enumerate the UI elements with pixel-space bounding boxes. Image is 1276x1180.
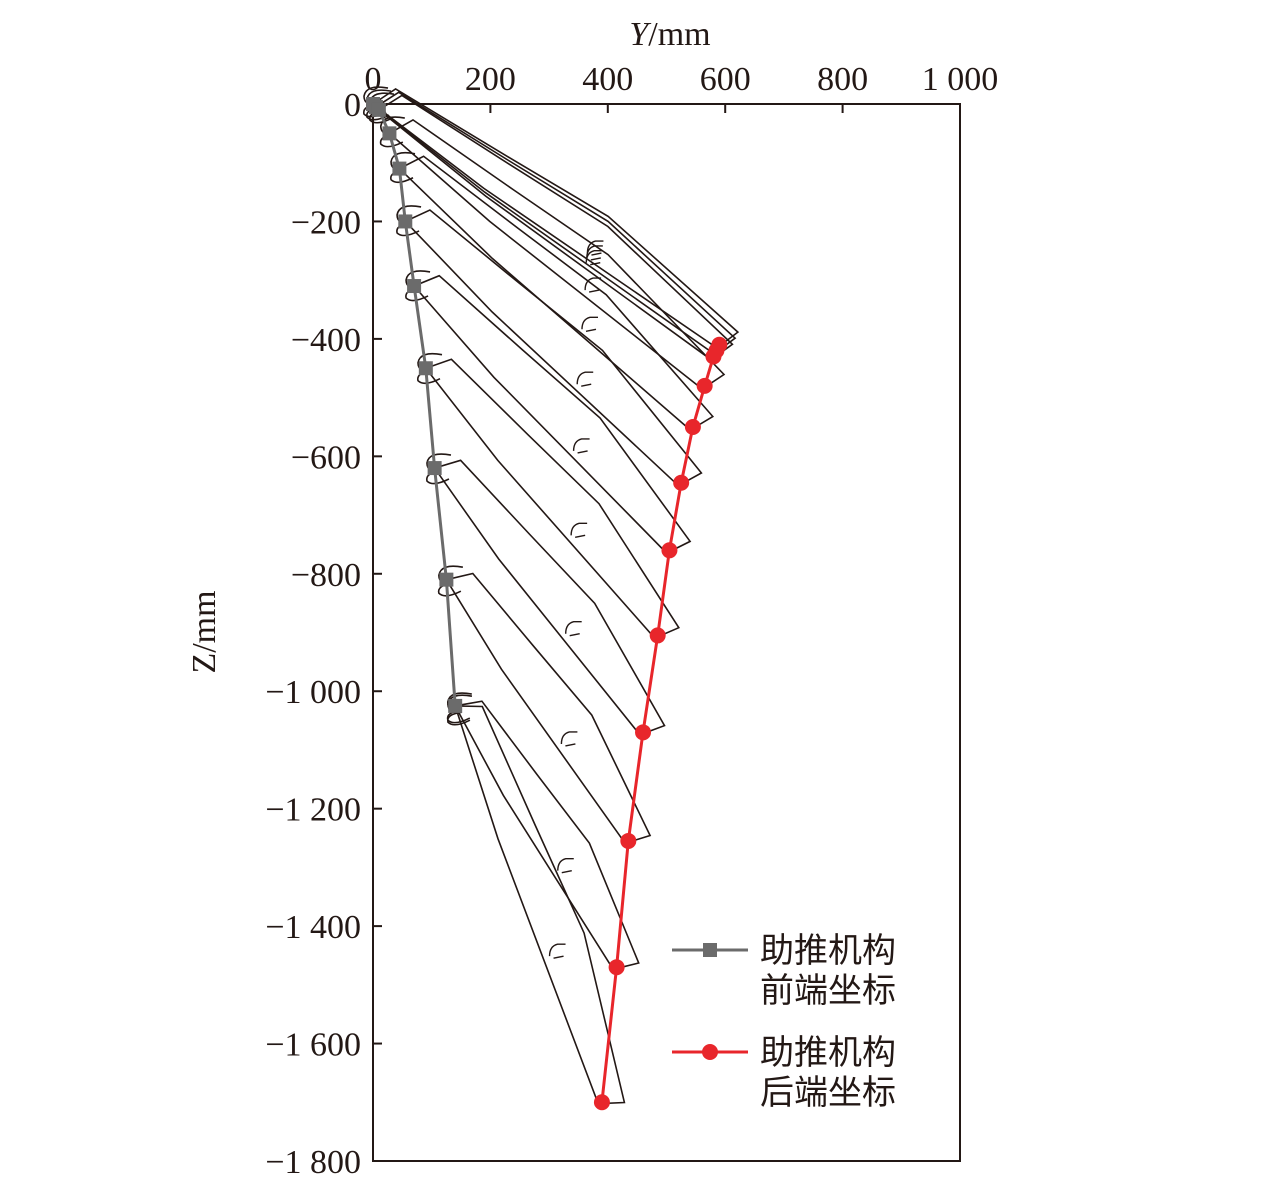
- mechanism-slot: [585, 250, 603, 266]
- legend-label-1: 后端坐标: [760, 1073, 896, 1113]
- y-axis-title: Z/mm: [186, 590, 223, 673]
- series-point-0: [448, 698, 463, 713]
- mechanism-drawing: [362, 86, 740, 1105]
- y-tick-label: −1 600: [265, 1027, 361, 1064]
- series-point-0: [398, 214, 413, 229]
- y-tick-label: −1 200: [265, 792, 361, 829]
- legend-marker-1: [702, 1044, 718, 1060]
- legend-marker-0: [703, 943, 717, 957]
- mechanism-segment: [445, 572, 652, 845]
- x-tick-label: 400: [582, 61, 633, 98]
- legend-label-0: 前端坐标: [760, 971, 896, 1011]
- mechanism-slot: [548, 943, 566, 959]
- y-tick-label: −400: [291, 322, 361, 359]
- series-layer: [366, 97, 728, 1111]
- mechanism-segment: [412, 274, 692, 555]
- mechanism-slot: [576, 371, 594, 387]
- y-tick-label: −800: [291, 557, 361, 594]
- x-axis-title-unit: /mm: [648, 16, 710, 53]
- mechanism-segment: [424, 358, 680, 640]
- x-tick-label: 0: [365, 61, 382, 98]
- mechanism-slot: [572, 438, 590, 454]
- mechanism-slot: [581, 316, 598, 332]
- series-point-1: [705, 348, 722, 365]
- series-point-0: [407, 279, 422, 294]
- y-tick-label: 0: [344, 87, 361, 124]
- y-axis: 0 −200 −400 −600 −800 −1 000 −1 200 −1 400 −1 60…: [265, 87, 382, 1180]
- plot-frame: [372, 103, 961, 1162]
- series-point-1: [608, 959, 625, 976]
- series-point-0: [418, 361, 433, 376]
- series-point-1: [649, 627, 666, 644]
- y-tick-label: −1 400: [265, 909, 361, 946]
- series-point-0: [392, 161, 407, 176]
- series-point-1: [635, 724, 652, 741]
- legend-label-0: 助推机构: [760, 931, 896, 971]
- mechanism-segment: [433, 459, 666, 736]
- series-point-0: [382, 126, 397, 141]
- series-line-0: [371, 102, 457, 707]
- mechanism-slot: [564, 621, 582, 637]
- series-point-1: [661, 542, 678, 559]
- x-axis: 0 200 400 600 800 1 000: [365, 61, 999, 113]
- x-tick-label: 800: [817, 61, 868, 98]
- mechanism-segment: [454, 705, 626, 1105]
- y-tick-label: −1 800: [265, 1144, 361, 1180]
- series-point-1: [593, 1094, 610, 1111]
- mechanism-segment: [403, 209, 703, 487]
- series-point-1: [696, 377, 713, 394]
- x-axis-title: Y/mm: [629, 16, 710, 53]
- x-tick-label: 1 000: [922, 61, 999, 98]
- mechanism-segment: [453, 700, 640, 971]
- series-point-0: [427, 461, 442, 476]
- series-point-1: [620, 832, 637, 849]
- legend-label-1: 助推机构: [760, 1033, 896, 1073]
- series-point-0: [371, 102, 386, 117]
- mechanism-slot: [570, 522, 588, 539]
- mechanism-segment: [371, 88, 740, 349]
- y-tick-label: −600: [291, 439, 361, 476]
- mechanism-segment: [398, 155, 715, 431]
- x-tick-label: 600: [700, 61, 751, 98]
- series-point-1: [684, 418, 701, 435]
- mechanism-segment: [388, 118, 726, 390]
- series-line-1: [600, 344, 721, 1103]
- series-point-1: [673, 474, 690, 491]
- mechanism-slot: [560, 731, 578, 747]
- y-tick-label: −200: [291, 204, 361, 241]
- x-axis-title-var: Y: [629, 16, 651, 53]
- mechanism-segment: [377, 94, 734, 361]
- mechanism-slot: [557, 857, 574, 874]
- x-tick-label: 200: [465, 61, 516, 98]
- y-tick-label: −1 000: [265, 674, 361, 711]
- series-point-0: [439, 572, 454, 587]
